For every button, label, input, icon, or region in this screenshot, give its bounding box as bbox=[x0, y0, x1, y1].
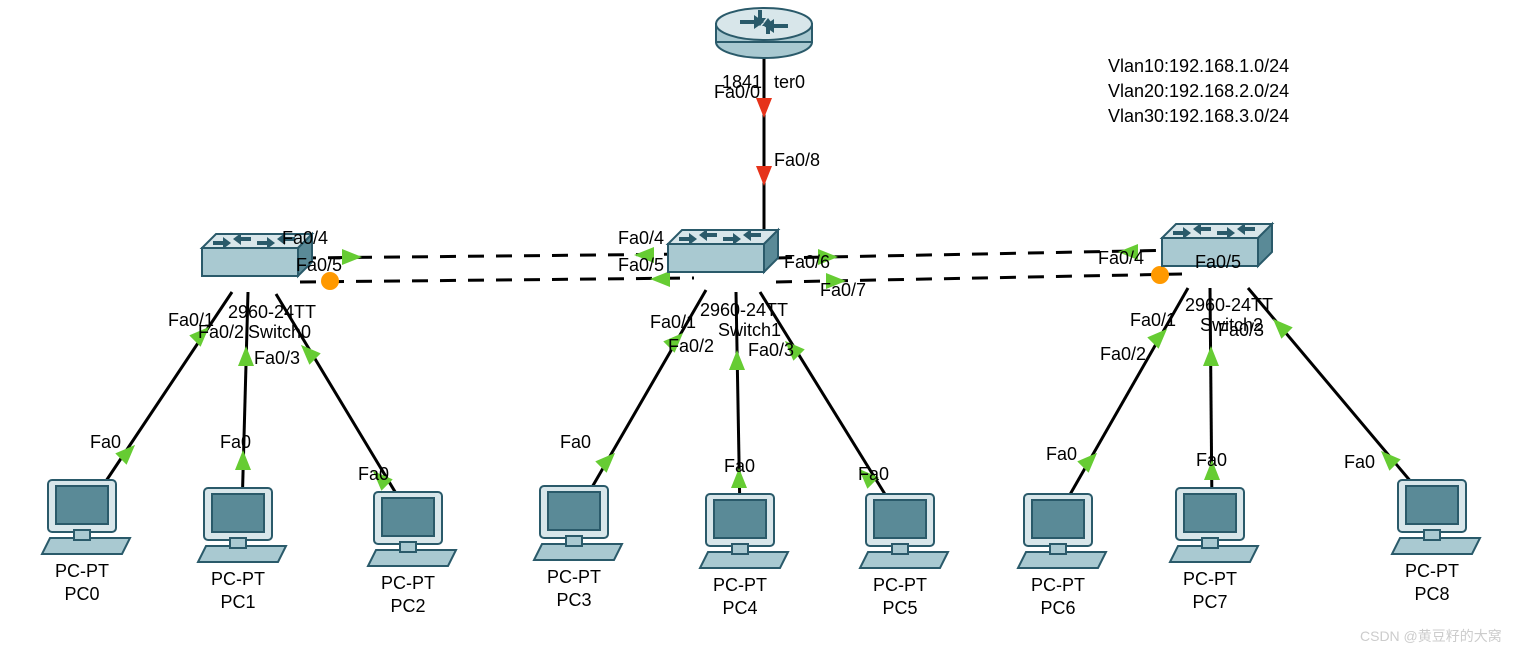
port-label: Fa0 bbox=[1046, 444, 1077, 465]
pc-label: PC-PTPC3 bbox=[534, 566, 614, 611]
port-label: Fa0 bbox=[858, 464, 889, 485]
router-model: 1841 bbox=[722, 72, 762, 93]
topology-canvas: Vlan10:192.168.1.0/24 Vlan20:192.168.2.0… bbox=[0, 0, 1528, 646]
pc-label: PC-PTPC2 bbox=[368, 572, 448, 617]
switch-model: 2960-24TT bbox=[1185, 295, 1273, 316]
port-label: Fa0/8 bbox=[774, 150, 820, 171]
port-label: Fa0/4 bbox=[618, 228, 664, 249]
router-name: ter0 bbox=[774, 72, 805, 93]
port-label: Fa0/2 bbox=[1100, 344, 1146, 365]
port-label: Fa0 bbox=[90, 432, 121, 453]
switch-name: Switch2 bbox=[1200, 315, 1263, 336]
port-label: Fa0/1 bbox=[650, 312, 696, 333]
switch-model: 2960-24TT bbox=[228, 302, 316, 323]
watermark: CSDN @黄豆籽的大窝 bbox=[1360, 626, 1502, 646]
port-label: Fa0/1 bbox=[1130, 310, 1176, 331]
port-label: Fa0/4 bbox=[282, 228, 328, 249]
pc-label: PC-PTPC4 bbox=[700, 574, 780, 619]
port-label: Fa0 bbox=[1344, 452, 1375, 473]
pc-label: PC-PTPC6 bbox=[1018, 574, 1098, 619]
switch-name: Switch0 bbox=[248, 322, 311, 343]
pc-label: PC-PTPC5 bbox=[860, 574, 940, 619]
port-label: Fa0/2 bbox=[668, 336, 714, 357]
pc-label: PC-PTPC1 bbox=[198, 568, 278, 613]
port-label: Fa0/5 bbox=[296, 255, 342, 276]
port-label: Fa0 bbox=[358, 464, 389, 485]
port-label: Fa0 bbox=[560, 432, 591, 453]
port-label: Fa0 bbox=[1196, 450, 1227, 471]
vlan-line-2: Vlan20:192.168.2.0/24 bbox=[1108, 79, 1289, 104]
port-label: Fa0/3 bbox=[748, 340, 794, 361]
port-label: Fa0/4 bbox=[1098, 248, 1144, 269]
switch-model: 2960-24TT bbox=[700, 300, 788, 321]
port-label: Fa0 bbox=[724, 456, 755, 477]
switch-name: Switch1 bbox=[718, 320, 781, 341]
vlan-line-3: Vlan30:192.168.3.0/24 bbox=[1108, 104, 1289, 129]
port-label: Fa0/7 bbox=[820, 280, 866, 301]
port-label: Fa0/2 bbox=[198, 322, 244, 343]
vlan-legend: Vlan10:192.168.1.0/24 Vlan20:192.168.2.0… bbox=[1108, 54, 1289, 130]
vlan-line-1: Vlan10:192.168.1.0/24 bbox=[1108, 54, 1289, 79]
port-label: Fa0/6 bbox=[784, 252, 830, 273]
port-label: Fa0/5 bbox=[618, 255, 664, 276]
port-label: Fa0/3 bbox=[254, 348, 300, 369]
pc-label: PC-PTPC7 bbox=[1170, 568, 1250, 613]
port-label: Fa0/5 bbox=[1195, 252, 1241, 273]
port-label: Fa0 bbox=[220, 432, 251, 453]
pc-label: PC-PTPC8 bbox=[1392, 560, 1472, 605]
pc-label: PC-PTPC0 bbox=[42, 560, 122, 605]
